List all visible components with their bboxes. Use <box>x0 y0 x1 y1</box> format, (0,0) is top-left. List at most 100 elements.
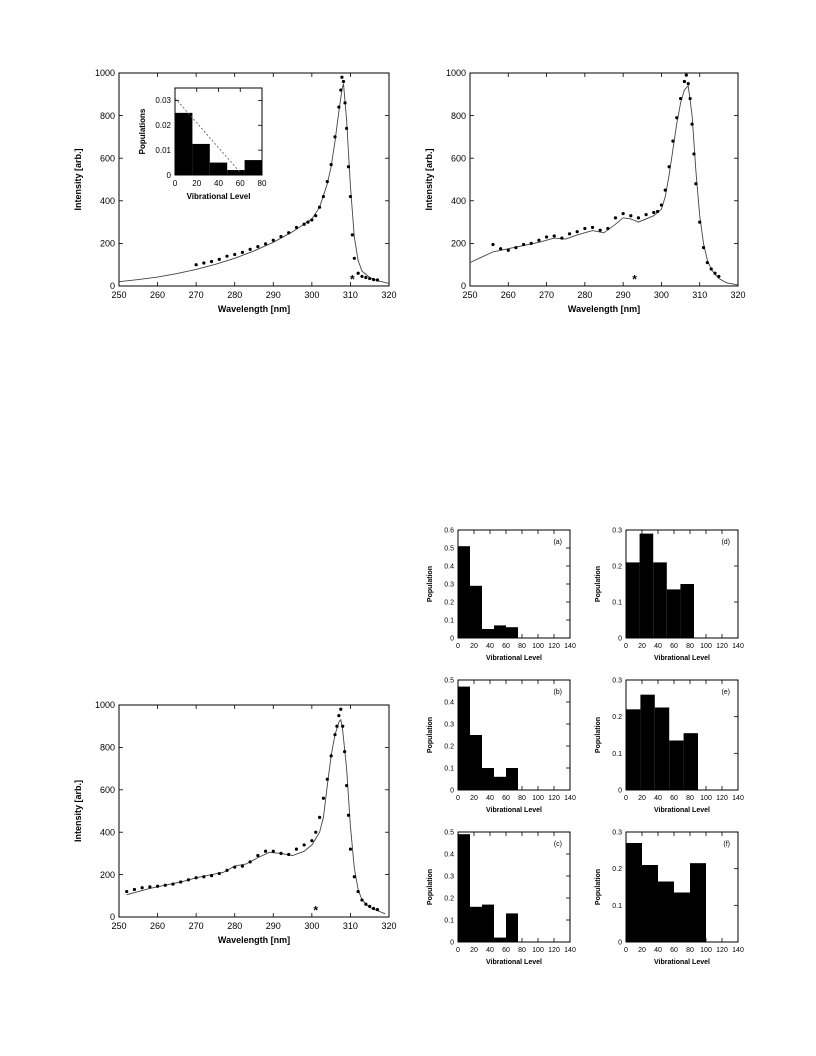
chart-spectrum2: 250 260 270 280 290 300 310 320 0 200 400 600 800 100… <box>424 68 746 314</box>
x-tick-label: 20 <box>638 643 646 650</box>
y-tick-label: 0.2 <box>444 895 454 902</box>
bar <box>482 629 494 638</box>
data-point <box>705 260 709 265</box>
data-point <box>690 122 694 126</box>
bar <box>626 843 642 942</box>
y-tick-label: 0 <box>450 787 454 794</box>
data-point <box>346 813 351 817</box>
data-point <box>339 88 343 92</box>
y-tick-label: 800 <box>100 111 115 121</box>
data-point <box>348 194 353 199</box>
data-point <box>202 875 206 879</box>
data-point <box>682 79 687 84</box>
x-axis-label: Wavelength [nm] <box>218 304 290 314</box>
x-axis-label: Vibrational Level <box>486 655 542 662</box>
data-point <box>688 96 692 101</box>
data-point <box>225 868 229 872</box>
bar <box>458 834 470 942</box>
data-point <box>271 238 275 242</box>
data-point <box>314 830 318 834</box>
x-tick-label: 270 <box>539 290 554 300</box>
data-point <box>364 275 368 280</box>
x-tick-label: 280 <box>227 921 242 931</box>
data-point <box>248 860 252 864</box>
x-tick-label: 300 <box>654 290 669 300</box>
data-point <box>343 750 347 754</box>
data-point <box>514 246 518 250</box>
x-tick-label: 100 <box>532 643 544 650</box>
x-tick-label: 20 <box>470 947 478 954</box>
x-axis-label: Vibrational Level <box>486 807 542 814</box>
y-tick-label: 0.1 <box>612 903 622 910</box>
plot-frame <box>118 704 390 918</box>
y-tick-label: 0 <box>450 939 454 946</box>
x-tick-label: 320 <box>381 290 396 300</box>
data-point <box>352 256 356 260</box>
data-point <box>552 234 556 238</box>
data-point <box>194 263 198 267</box>
y-tick-label: 0.4 <box>444 563 454 570</box>
data-point <box>583 226 587 231</box>
data-point <box>491 242 495 247</box>
data-point <box>263 242 268 246</box>
data-point <box>352 875 356 879</box>
bar <box>674 892 690 942</box>
y-tick-label: 0.5 <box>444 545 454 552</box>
bar <box>192 143 210 175</box>
data-point <box>279 851 283 856</box>
y-tick-label: 600 <box>100 153 115 163</box>
data-point <box>709 267 713 271</box>
bar <box>494 625 506 638</box>
data-point <box>713 271 717 275</box>
y-tick-label: 0 <box>618 787 622 794</box>
x-tick-label: 80 <box>258 179 267 188</box>
x-tick-label: 290 <box>616 290 631 300</box>
x-tick-label: 0 <box>624 795 628 802</box>
x-tick-label: 60 <box>236 179 245 188</box>
x-tick-label: 60 <box>502 947 510 954</box>
data-point <box>329 754 333 758</box>
x-tick-label: 310 <box>692 290 707 300</box>
data-point <box>698 220 702 224</box>
data-point <box>613 216 618 220</box>
y-tick-label: 0.1 <box>612 751 622 758</box>
y-tick-label: 0.1 <box>444 765 454 772</box>
y-tick-label: 200 <box>100 239 115 249</box>
data-point <box>356 889 360 894</box>
data-point <box>575 230 579 234</box>
data-point <box>537 238 541 242</box>
bar <box>506 627 518 638</box>
data-point <box>659 203 664 207</box>
bar <box>626 562 640 638</box>
x-tick-label: 310 <box>343 290 358 300</box>
data-point <box>155 884 160 888</box>
x-tick-label: 20 <box>638 795 646 802</box>
x-tick-label: 40 <box>486 643 494 650</box>
y-tick-label: 0.3 <box>612 527 622 534</box>
data-point <box>667 165 671 169</box>
panel-label: (a) <box>553 539 562 546</box>
data-point <box>652 210 656 215</box>
chart-hist-d: 0 20 40 60 80 100 120 140 0 0.1 0.2 0.3 Vibrational … <box>595 527 744 662</box>
y-tick-label: 0 <box>167 171 172 180</box>
y-tick-label: 0.4 <box>444 851 454 858</box>
y-tick-label: 0.3 <box>444 581 454 588</box>
asterisk-marker: * <box>350 272 355 286</box>
x-axis-label: Vibrational Level <box>654 655 710 662</box>
data-point <box>350 233 354 237</box>
chart-spectrum1: 250 260 270 280 290 300 310 3200200400600800100… <box>73 68 397 314</box>
x-tick-label: 60 <box>670 643 678 650</box>
x-tick-label: 80 <box>518 643 526 650</box>
data-point <box>368 276 372 281</box>
x-tick-label: 40 <box>214 179 223 188</box>
x-tick-label: 60 <box>670 795 678 802</box>
y-tick-label: 0.2 <box>444 599 454 606</box>
y-tick-label: 600 <box>451 153 466 163</box>
bar <box>227 170 245 175</box>
asterisk-marker: * <box>313 904 318 918</box>
data-point <box>256 244 260 249</box>
data-point <box>240 250 245 254</box>
bar <box>494 937 506 942</box>
y-tick-label: 1000 <box>95 68 115 78</box>
data-point <box>317 815 322 819</box>
